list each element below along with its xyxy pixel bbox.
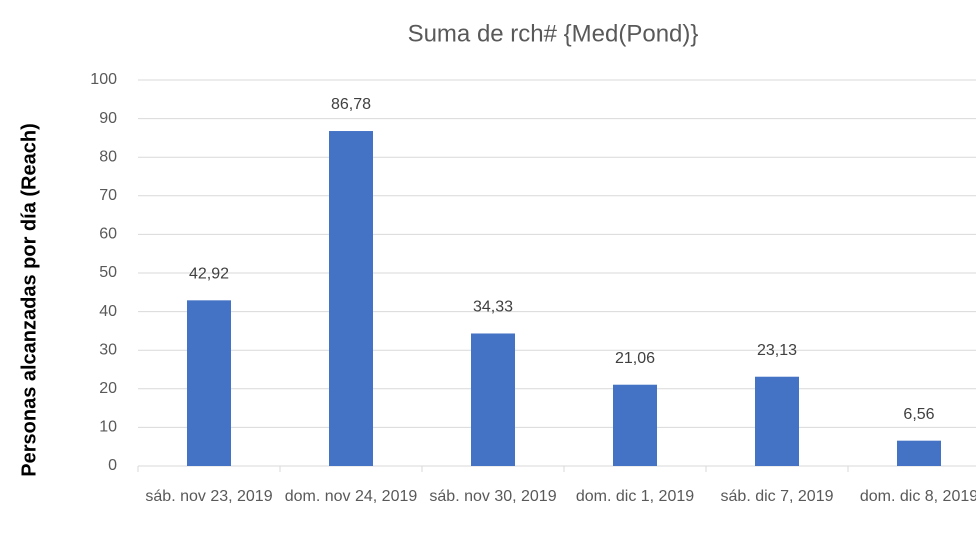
y-tick-label: 70 xyxy=(99,187,117,204)
data-label: 86,78 xyxy=(331,96,371,113)
data-label: 6,56 xyxy=(903,406,934,423)
data-label: 23,13 xyxy=(757,342,797,359)
x-tick-label: dom. dic 8, 2019 xyxy=(859,488,976,505)
bar xyxy=(187,300,231,466)
y-tick-label: 30 xyxy=(99,341,117,358)
x-tick-label: dom. dic 1, 2019 xyxy=(575,488,695,505)
bar xyxy=(329,131,373,466)
bar xyxy=(755,376,799,466)
data-label: 34,33 xyxy=(473,299,513,316)
y-tick-label: 100 xyxy=(90,71,117,88)
bar xyxy=(897,440,941,466)
y-tick-label: 80 xyxy=(99,148,117,165)
x-tick-label: sáb. nov 23, 2019 xyxy=(145,488,273,505)
x-tick-label: sáb. nov 30, 2019 xyxy=(429,488,557,505)
y-tick-label: 0 xyxy=(108,457,117,474)
y-tick-label: 40 xyxy=(99,303,117,320)
y-axis-label: Personas alcanzadas por día (Reach) xyxy=(18,123,40,476)
y-tick-label: 20 xyxy=(99,380,117,397)
data-label: 21,06 xyxy=(615,350,655,367)
bar xyxy=(471,333,515,466)
y-tick-label: 60 xyxy=(99,226,117,243)
y-tick-label: 50 xyxy=(99,264,117,281)
y-tick-label: 10 xyxy=(99,419,117,436)
x-tick-label: dom. nov 24, 2019 xyxy=(284,488,418,505)
y-tick-label: 90 xyxy=(99,110,117,127)
bar xyxy=(613,384,657,466)
data-label: 42,92 xyxy=(189,266,229,283)
x-tick-label: sáb. dic 7, 2019 xyxy=(720,488,834,505)
chart-title: Suma de rch# {Med(Pond)} xyxy=(408,20,699,47)
